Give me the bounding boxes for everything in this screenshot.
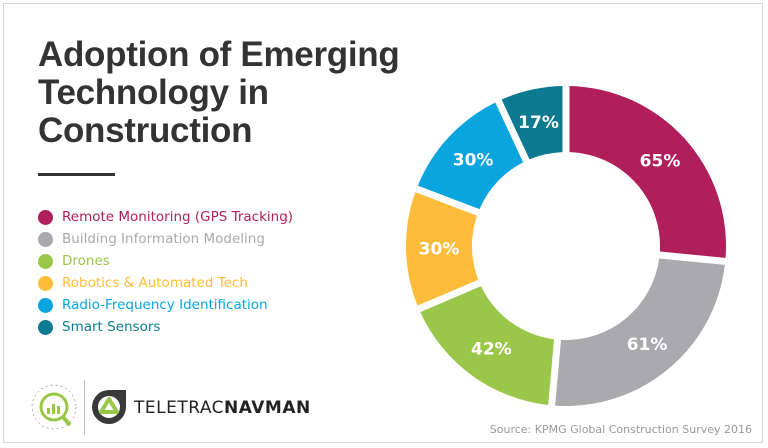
- legend-label: Radio-Frequency Identification: [62, 297, 268, 313]
- donut-slice: [420, 286, 555, 406]
- legend-label: Smart Sensors: [62, 319, 161, 335]
- data-label: 42%: [471, 340, 512, 360]
- data-label: 65%: [640, 152, 681, 172]
- legend-swatch: [38, 319, 53, 335]
- legend-swatch: [38, 275, 53, 291]
- logos: TELETRACNAVMAN: [28, 380, 310, 435]
- data-label: 30%: [419, 239, 460, 259]
- data-label: 61%: [627, 335, 668, 355]
- chart-title: Adoption of Emerging Technology in Const…: [38, 35, 400, 150]
- chart-frame: [3, 3, 763, 443]
- brand-left: TELETRAC: [134, 398, 225, 418]
- chart-of-the-month-logo: [31, 384, 77, 430]
- source-note: Source: KPMG Global Construction Survey …: [489, 423, 752, 436]
- data-label: 17%: [518, 113, 559, 133]
- donut-slice: [569, 86, 726, 258]
- legend-label: Remote Monitoring (GPS Tracking): [62, 209, 294, 225]
- data-label: 30%: [453, 150, 494, 170]
- legend-swatch: [38, 297, 53, 313]
- legend-item: Smart Sensors: [38, 316, 293, 338]
- legend-swatch: [38, 231, 53, 247]
- brand-right: NAVMAN: [224, 398, 311, 418]
- legend-swatch: [38, 253, 53, 269]
- donut-slice: [501, 86, 563, 160]
- legend: Remote Monitoring (GPS Tracking) Building…: [38, 206, 293, 338]
- title-rule: [38, 173, 115, 176]
- legend-swatch: [38, 209, 53, 225]
- legend-item: Remote Monitoring (GPS Tracking): [38, 206, 293, 228]
- legend-label: Building Information Modeling: [62, 231, 265, 247]
- donut-slice: [417, 102, 524, 210]
- legend-label: Drones: [62, 253, 110, 269]
- donut-slice: [555, 258, 725, 407]
- legend-label: Robotics & Automated Tech: [62, 275, 248, 291]
- legend-item: Building Information Modeling: [38, 228, 293, 250]
- legend-item: Radio-Frequency Identification: [38, 294, 293, 316]
- teletrac-navman-icon: [92, 390, 126, 424]
- logo-separator: [84, 380, 85, 435]
- legend-item: Robotics & Automated Tech: [38, 272, 293, 294]
- donut-slice: [406, 192, 479, 306]
- legend-item: Drones: [38, 250, 293, 272]
- brand-name: TELETRACNAVMAN: [134, 398, 311, 418]
